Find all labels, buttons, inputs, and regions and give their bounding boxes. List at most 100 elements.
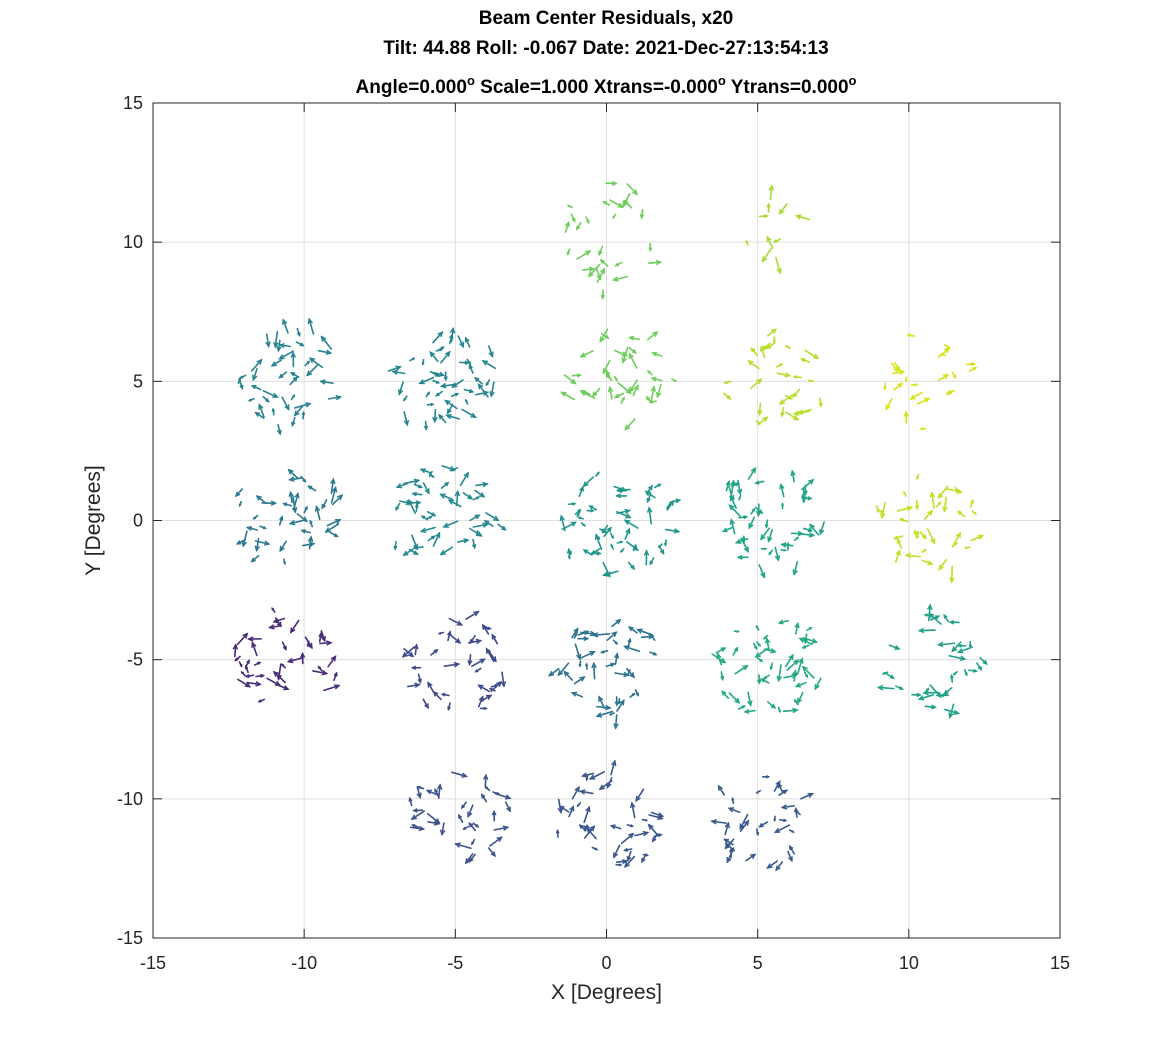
arrow-cluster	[401, 610, 507, 711]
residual-arrow-head	[271, 407, 276, 412]
residual-arrow-head	[673, 379, 678, 382]
residual-arrow-head	[598, 695, 604, 702]
residual-arrow-head	[727, 807, 735, 813]
residual-arrow-shaft	[278, 350, 295, 360]
residual-arrow-head	[743, 515, 749, 520]
residual-arrow-shaft	[728, 692, 740, 704]
residual-arrow-head	[757, 643, 762, 647]
residual-arrow-shaft	[877, 686, 895, 690]
residual-arrow-head	[300, 651, 306, 658]
residual-arrow-shaft	[571, 691, 584, 698]
residual-arrow-shaft	[432, 371, 445, 377]
residual-arrow-head	[425, 789, 432, 795]
residual-arrow-shaft	[490, 381, 495, 397]
residual-arrow-head	[421, 362, 425, 366]
residual-arrow-head	[807, 496, 813, 501]
residual-arrow-shaft	[409, 826, 425, 830]
residual-arrow-shaft	[609, 199, 624, 208]
residual-arrow-head	[251, 641, 257, 648]
residual-arrow-head	[646, 370, 651, 374]
x-tick-label: 10	[899, 953, 919, 973]
residual-arrow-shaft	[723, 838, 734, 846]
residual-arrow-shaft	[583, 825, 595, 839]
residual-arrow-head	[904, 552, 912, 559]
residual-arrow-head	[615, 493, 621, 499]
residual-arrow-head	[621, 351, 629, 357]
residual-arrow-head	[935, 691, 942, 699]
residual-arrow-head	[927, 509, 934, 516]
residual-arrow-head	[792, 414, 800, 421]
residual-arrow-head	[321, 503, 327, 510]
residual-arrow-shaft	[715, 647, 726, 654]
residual-arrow-head	[278, 373, 284, 379]
residual-arrow-head	[922, 690, 929, 696]
residual-arrow-head	[582, 481, 589, 488]
residual-arrow-head	[307, 642, 313, 650]
residual-arrow-head	[252, 516, 257, 520]
residual-arrow-head	[487, 626, 492, 631]
residual-arrow-shaft	[730, 519, 736, 535]
residual-arrow-head	[633, 384, 639, 391]
residual-arrow-shaft	[282, 319, 289, 334]
residual-arrow-head	[437, 330, 444, 338]
residual-arrow-head	[645, 853, 650, 857]
residual-arrow-head	[411, 824, 416, 828]
residual-arrow-head	[636, 628, 643, 634]
residual-arrow-head	[435, 380, 441, 384]
residual-arrow-shaft	[779, 394, 794, 405]
residual-arrow-shaft	[578, 486, 584, 498]
residual-arrow-head	[463, 538, 470, 544]
residual-arrow-head	[250, 557, 256, 563]
arrow-cluster	[723, 328, 823, 426]
residual-arrow-head	[628, 335, 635, 341]
residual-arrow-head	[773, 818, 777, 823]
residual-arrow-shaft	[739, 820, 750, 833]
residual-arrow-head	[598, 250, 603, 257]
residual-arrow-head	[479, 492, 486, 498]
residual-arrow-head	[641, 857, 646, 864]
residual-arrow-head	[606, 782, 612, 789]
residual-arrow-shaft	[758, 564, 766, 579]
residual-arrow-shaft	[804, 349, 819, 360]
residual-arrow-head	[968, 644, 973, 649]
residual-arrow-head	[412, 808, 418, 813]
residual-arrow-shaft	[422, 482, 430, 495]
residual-arrow-shaft	[766, 860, 778, 869]
residual-arrow-shaft	[438, 414, 447, 424]
residual-arrow-shaft	[501, 671, 505, 687]
residual-arrow-head	[955, 489, 959, 494]
residual-arrow-head	[734, 482, 740, 487]
residual-arrow-head	[795, 536, 799, 540]
residual-arrow-shaft	[477, 696, 484, 708]
residual-arrow-shaft	[281, 396, 290, 411]
residual-arrow-head	[579, 391, 587, 397]
residual-arrow-head	[301, 516, 309, 523]
residual-arrow-head	[317, 665, 322, 670]
residual-arrow-shaft	[724, 842, 736, 852]
residual-arrow-shaft	[595, 534, 603, 551]
residual-arrow-head	[602, 571, 609, 577]
residual-arrow-head	[777, 619, 784, 625]
residual-arrow-shaft	[951, 641, 962, 652]
residual-arrow-head	[596, 274, 602, 281]
x-tick-label: 0	[601, 953, 611, 973]
residual-arrow-shaft	[271, 359, 282, 367]
residual-arrow-head	[272, 392, 279, 398]
residual-arrow-shaft	[457, 539, 469, 543]
residual-arrow-head	[586, 825, 591, 829]
residual-arrow-head	[506, 806, 511, 813]
residual-arrow-head	[330, 477, 336, 485]
residual-arrow-head	[624, 861, 631, 868]
residual-arrow-head	[916, 476, 919, 481]
residual-arrow-head	[242, 632, 249, 639]
residual-arrow-head	[876, 684, 884, 691]
residual-arrow-head	[743, 708, 750, 714]
residual-arrow-head	[247, 398, 252, 402]
residual-arrow-shaft	[325, 523, 340, 533]
residual-arrow-head	[288, 476, 295, 482]
arrow-cluster	[564, 180, 663, 300]
residual-arrow-head	[906, 505, 914, 512]
residual-arrow-head	[772, 339, 776, 344]
residual-arrow-head	[814, 683, 820, 691]
residual-arrow-head	[464, 858, 471, 865]
